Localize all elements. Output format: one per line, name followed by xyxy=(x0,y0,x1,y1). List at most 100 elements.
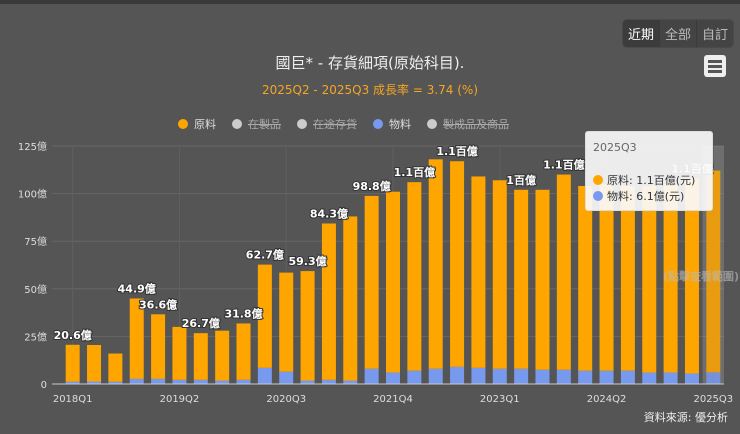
bar-segment xyxy=(684,178,699,374)
bar-segment xyxy=(450,161,465,367)
bar-segment xyxy=(129,298,144,379)
legend-label: 在製品 xyxy=(248,118,281,131)
data-label: 1.1百億 xyxy=(543,158,585,172)
bar-segment xyxy=(193,333,208,380)
bar-segment xyxy=(386,191,400,373)
legend-item[interactable]: 在製品 xyxy=(232,116,281,132)
bar-segment xyxy=(514,368,529,384)
bar-segment xyxy=(193,379,208,384)
bar-segment xyxy=(236,323,251,380)
data-label: 84.3億 xyxy=(310,206,348,220)
series-dot-icon xyxy=(593,191,603,201)
legend-item[interactable]: 物料 xyxy=(373,116,411,132)
bar-segment xyxy=(471,176,486,368)
legend-item[interactable]: 在途存貨 xyxy=(297,116,357,132)
bar-segment xyxy=(343,380,358,384)
data-label: 44.9億 xyxy=(118,282,156,296)
legend-item[interactable]: 製成品及商品 xyxy=(427,116,509,132)
bar-segment xyxy=(65,381,80,384)
y-tick-label: 0 xyxy=(41,380,47,391)
range-selector: 近期 全部 自訂 xyxy=(621,19,734,48)
legend: 原料 在製品 在途存貨 物料 製成品及商品 xyxy=(178,116,509,132)
range-custom-button[interactable]: 自訂 xyxy=(695,20,733,47)
range-all-button[interactable]: 全部 xyxy=(658,20,696,47)
bar-segment xyxy=(364,195,379,369)
tooltip-row-text: 原料: 1.1百億(元) xyxy=(607,174,696,187)
legend-dot-icon xyxy=(297,119,307,129)
x-tick-label: 2023Q1 xyxy=(480,394,520,405)
data-label: 26.7億 xyxy=(182,316,220,330)
bar-segment xyxy=(514,189,529,369)
x-tick-label: 2020Q3 xyxy=(266,394,306,405)
legend-label: 原料 xyxy=(194,118,216,131)
bar-segment xyxy=(578,185,593,371)
legend-dot-icon xyxy=(427,119,437,129)
bar-segment xyxy=(321,379,336,384)
y-tick-label: 50億 xyxy=(24,283,47,296)
x-tick-label: 2025Q3 xyxy=(693,394,733,405)
tooltip-row: 原料: 1.1百億(元) xyxy=(593,172,695,188)
hamburger-icon[interactable] xyxy=(704,55,726,77)
series-dot-icon xyxy=(593,175,603,185)
y-tick-label: 100億 xyxy=(18,188,47,201)
bar-segment xyxy=(151,314,166,379)
legend-item[interactable]: 原料 xyxy=(178,116,216,132)
bar-segment xyxy=(706,170,721,373)
tooltip-row: 物料: 6.1億(元) xyxy=(593,188,684,204)
x-tick-label: 2019Q2 xyxy=(160,394,200,405)
bar-segment xyxy=(556,174,571,370)
x-tick-label: 2021Q4 xyxy=(373,394,413,405)
bar-segment xyxy=(257,264,272,368)
y-tick-label: 25億 xyxy=(24,330,47,343)
bar-segment xyxy=(364,368,379,384)
bar-segment xyxy=(492,368,507,384)
bar-segment xyxy=(300,380,315,384)
bar-segment xyxy=(428,159,443,369)
bar-segment xyxy=(428,368,443,384)
legend-label: 在途存貨 xyxy=(313,118,357,131)
bar-segment xyxy=(407,370,422,384)
bar-segment xyxy=(556,369,571,384)
bar-segment xyxy=(172,379,187,384)
bar-segment xyxy=(599,184,614,371)
bar-segment xyxy=(236,379,251,384)
bar-segment xyxy=(471,367,486,384)
click-hint: (點擊查看範圍) xyxy=(663,270,740,283)
data-label: 59.3億 xyxy=(289,254,327,268)
bar-segment xyxy=(386,372,400,384)
x-tick-label: 2024Q2 xyxy=(587,394,627,405)
bar-segment xyxy=(129,378,144,384)
bar-segment xyxy=(663,372,678,384)
bar-segment xyxy=(257,367,272,384)
bar-segment xyxy=(279,371,294,384)
bar-segment xyxy=(599,370,614,384)
data-label: 1百億 xyxy=(506,173,536,187)
bar-segment xyxy=(407,182,422,371)
data-label: 1.1百億 xyxy=(436,144,478,158)
bar-segment xyxy=(620,185,635,371)
x-tick-label: 2018Q1 xyxy=(53,394,93,405)
bar-segment xyxy=(492,180,507,369)
bar-segment xyxy=(535,189,550,370)
bar-segment xyxy=(642,185,657,373)
chart-title: 國巨* - 存貨細項(原始科目). xyxy=(275,54,465,72)
legend-dot-icon xyxy=(232,119,242,129)
tooltip: 2025Q3 原料: 1.1百億(元) 物料: 6.1億(元) xyxy=(585,131,713,211)
bar-segment xyxy=(343,216,358,381)
bar-segment xyxy=(642,372,657,384)
bar-segment xyxy=(450,366,465,384)
data-source: 資料來源: 優分析 xyxy=(643,411,728,424)
bar-segment xyxy=(300,271,315,381)
bar-segment xyxy=(87,344,102,382)
data-label: 1.1百億 xyxy=(394,165,436,179)
data-label: 36.6億 xyxy=(139,297,177,311)
range-recent-button[interactable]: 近期 xyxy=(622,20,659,47)
top-bar xyxy=(0,0,740,4)
bar-segment xyxy=(215,330,230,381)
data-label: 20.6億 xyxy=(54,328,92,342)
data-label: 62.7億 xyxy=(246,248,284,262)
bar-segment xyxy=(108,353,123,382)
bar-segment xyxy=(151,378,166,384)
bar-segment xyxy=(321,223,336,380)
data-label: 98.8億 xyxy=(353,179,391,193)
